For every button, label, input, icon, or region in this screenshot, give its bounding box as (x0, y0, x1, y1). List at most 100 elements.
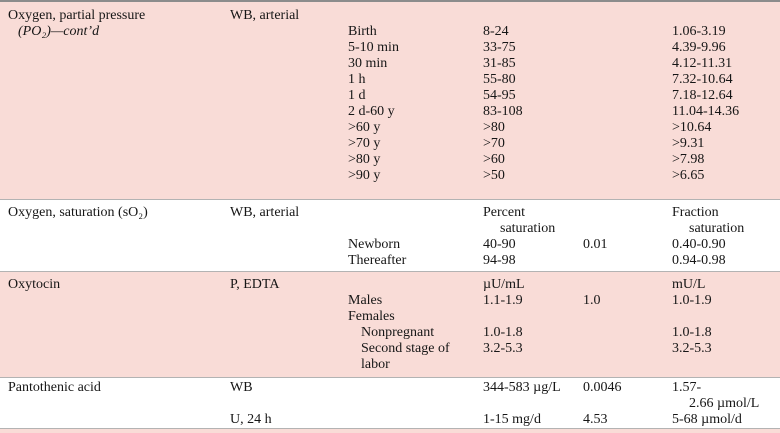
table-cell: Nonpregnant (361, 325, 435, 340)
table-cell (672, 357, 780, 373)
table-cell (0, 357, 230, 373)
table-cell (348, 205, 483, 221)
table-cell (583, 277, 672, 293)
table-cell (483, 309, 583, 325)
table-cell: 11.04-14.36 (672, 104, 740, 119)
table-row: >60 y >80 >10.64 (0, 120, 780, 136)
table-cell (583, 325, 672, 341)
table-section-pantothenic-acid: Pantothenic acid WB 344-583 µg/L 0.0046 1.57… (0, 378, 780, 429)
table-cell (230, 396, 348, 412)
table-cell (583, 72, 672, 88)
table-cell: Pantothenic acid (8, 380, 101, 395)
table-cell (583, 309, 672, 325)
table-cell: >70 (483, 136, 505, 151)
table-cell: 7.18-12.64 (672, 88, 733, 103)
table-top-border (0, 0, 780, 2)
table-cell (583, 8, 672, 24)
table-cell (0, 56, 230, 72)
table-cell (583, 357, 672, 373)
table-cell: 4.53 (583, 412, 608, 427)
table-cell (0, 40, 230, 56)
table-cell (0, 293, 230, 309)
table-cell: 33-75 (483, 40, 516, 55)
table-row: 2 d-60 y 83-108 11.04-14.36 (0, 104, 780, 120)
table-cell: >10.64 (672, 120, 712, 135)
table-cell: 1 d (348, 88, 366, 103)
table-cell: 4.12-11.31 (672, 56, 733, 71)
table-cell (583, 104, 672, 120)
table-cell (0, 237, 230, 253)
table-cell (483, 8, 583, 24)
table-section-oxygen-partial-pressure: Oxygen, partial pressure WB, arterial (PO₂… (0, 2, 780, 200)
table-cell (0, 341, 230, 357)
table-cell: 1-15 mg/d (483, 412, 541, 427)
table-cell: >80 (483, 120, 505, 135)
table-cell: 1.0-1.9 (672, 293, 712, 308)
table-cell: 1.1-1.9 (483, 293, 523, 308)
table-cell: Birth (348, 24, 377, 39)
table-cell: 3.2-5.3 (483, 341, 523, 356)
table-cell (230, 104, 348, 120)
table-cell: (PO₂)—cont’d (18, 24, 100, 39)
table-cell: 1.06-3.19 (672, 24, 726, 39)
table-cell (348, 221, 483, 237)
table-cell (230, 24, 348, 40)
table-cell (230, 72, 348, 88)
table-cell (583, 253, 672, 269)
table-cell: >9.31 (672, 136, 705, 151)
table-cell: saturation (689, 221, 745, 236)
table-cell: 40-90 (483, 237, 516, 252)
table-row: Oxygen, saturation (sO₂) WB, arterial Perc… (0, 205, 780, 221)
table-cell (230, 309, 348, 325)
table-cell (0, 253, 230, 269)
table-row: 30 min 31-85 4.12-11.31 (0, 56, 780, 72)
table-row: 5-10 min 33-75 4.39-9.96 (0, 40, 780, 56)
table-cell (0, 120, 230, 136)
table-cell (230, 120, 348, 136)
table-cell: 5-68 µmol/d (672, 412, 742, 427)
table-cell (230, 341, 348, 357)
table-cell (230, 253, 348, 269)
table-cell (230, 325, 348, 341)
table-row: Nonpregnant 1.0-1.8 1.0-1.8 (0, 325, 780, 341)
table-cell: 2 d-60 y (348, 104, 395, 119)
table-cell: 1 h (348, 72, 366, 87)
table-cell (583, 40, 672, 56)
table-cell (583, 136, 672, 152)
table-cell: U, 24 h (230, 412, 272, 427)
table-row: Females (0, 309, 780, 325)
table-cell (672, 8, 780, 24)
table-cell: >7.98 (672, 152, 705, 167)
table-cell: 0.94-0.98 (672, 253, 726, 268)
table-cell (0, 168, 230, 184)
table-cell (348, 8, 483, 24)
table-cell: 31-85 (483, 56, 516, 71)
table-cell: >60 (483, 152, 505, 167)
table-cell (230, 40, 348, 56)
table-cell (230, 168, 348, 184)
table-cell: 4.39-9.96 (672, 40, 726, 55)
table-cell (483, 396, 583, 412)
table-cell: >70 y (348, 136, 381, 151)
table-cell (583, 88, 672, 104)
table-cell (583, 24, 672, 40)
table-cell: 54-95 (483, 88, 516, 103)
table-row: Thereafter 94-98 0.94-0.98 (0, 253, 780, 269)
table-cell: Oxygen, saturation (sO₂) (8, 205, 148, 220)
table-cell (0, 104, 230, 120)
table-row: >90 y >50 >6.65 (0, 168, 780, 184)
table-row: 1 h 55-80 7.32-10.64 (0, 72, 780, 88)
table-row: Males 1.1-1.9 1.0 1.0-1.9 (0, 293, 780, 309)
table-cell: 5-10 min (348, 40, 399, 55)
table-cell: 94-98 (483, 253, 516, 268)
table-cell: WB, arterial (230, 8, 300, 23)
table-cell: >50 (483, 168, 505, 183)
table-cell: 7.32-10.64 (672, 72, 733, 87)
table-cell (230, 293, 348, 309)
table-row: Second stage of 3.2-5.3 3.2-5.3 (0, 341, 780, 357)
table-cell: 2.66 µmol/L (689, 396, 760, 411)
table-cell: 1.0 (583, 293, 601, 308)
table-cell (348, 396, 483, 412)
table-cell (583, 205, 672, 221)
table-cell: 0.01 (583, 237, 608, 252)
